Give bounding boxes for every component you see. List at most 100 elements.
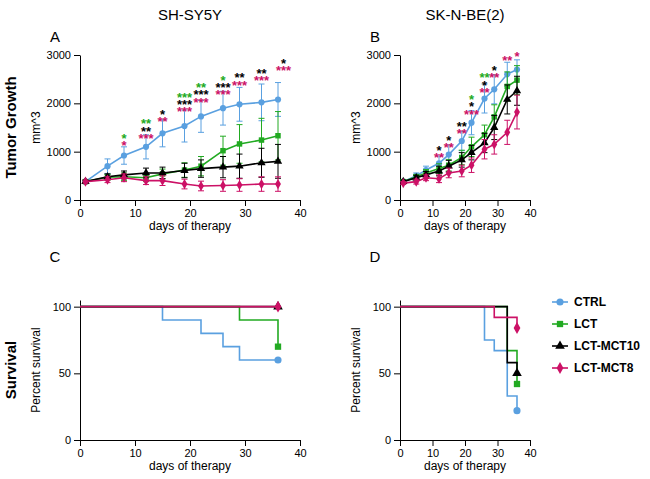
legend-symbol [556,298,563,305]
y-tick: 2000 [367,97,400,109]
marker [275,179,281,189]
x-axis: 010203040 [397,200,536,219]
error-bar [514,95,520,129]
y-tick-mark [74,103,80,104]
y-tick: 2000 [47,97,80,109]
legend-label: LCT-MCT10 [574,339,640,353]
significance: ** [457,126,468,141]
x-tick: 30 [239,440,251,459]
significance: * [514,49,520,64]
panel: 010203040050100CSurvivalPercent survival… [2,248,307,473]
panel-title: SH-SY5Y [158,6,222,23]
marker [104,163,110,169]
y-tick: 3000 [47,49,80,61]
x-tick-mark [135,440,136,446]
legend-item: LCT-MCT8 [552,361,634,375]
x-tick-label: 10 [427,447,439,459]
panel: 0102030400100020003000SK-N-BE(2)Bmm^3day… [349,6,537,233]
marker [158,168,166,175]
significance: *** [215,87,231,102]
marker [459,166,465,176]
y-tick-mark [74,373,80,374]
marker [236,101,242,107]
marker [491,139,497,149]
x-tick-label: 10 [427,207,439,219]
y-tick-mark [394,152,400,153]
x-axis-title: days of therapy [149,459,231,473]
error-bar [459,165,465,177]
marker [219,162,227,169]
y-tick-mark [394,307,400,308]
y-axis: 0 50 100 [373,301,401,447]
marker [143,176,149,186]
significance: *** [464,107,480,122]
series-line [400,307,517,328]
y-tick-label: 1000 [367,146,391,158]
significance: *** [193,95,209,110]
x-tick-mark [433,440,434,446]
y-tick: 50 [379,367,400,379]
panel-letter: B [370,28,380,45]
marker [182,179,188,189]
marker [423,173,429,183]
series-line [403,112,517,183]
series [400,307,520,334]
series-line [80,307,278,347]
marker [259,179,265,189]
y-tick-label: 3000 [367,49,391,61]
x-tick-label: 0 [77,207,83,219]
error-bar [469,158,475,173]
x-tick: 10 [427,440,439,459]
marker [180,166,188,173]
legend-symbol [557,362,564,374]
x-tick: 10 [427,200,439,219]
marker [235,161,243,168]
x-axis-title: days of therapy [424,219,506,233]
x-tick-label: 30 [492,447,504,459]
error-bar [446,168,452,178]
significance: * [121,138,127,153]
y-tick: 0 [385,434,400,446]
legend-label: LCT [574,317,598,331]
significance: *** [232,78,248,93]
marker [446,168,452,178]
y-axis-line [400,56,401,201]
significance: ** [479,85,490,100]
marker [121,173,127,183]
series-line [80,307,278,360]
error-bar [275,177,281,192]
x-tick-mark [498,440,499,446]
marker [220,180,226,190]
y-tick: 50 [59,367,80,379]
marker [275,96,281,102]
x-tick: 30 [492,440,504,459]
y-tick-mark [394,373,400,374]
y-tick: 0 [385,194,400,206]
x-axis: 010203040 [397,440,536,459]
x-tick-mark [400,440,401,446]
y-tick: 1000 [367,146,400,158]
significance: ** [157,114,168,129]
x-tick-label: 10 [129,447,141,459]
x-tick: 40 [524,440,536,459]
x-tick-label: 30 [239,207,251,219]
y-tick: 1000 [47,146,80,158]
x-tick: 40 [294,440,306,459]
legend-item: LCT [552,317,598,331]
x-tick: 0 [77,200,83,219]
error-bar [237,179,243,192]
series [400,95,520,188]
series [83,112,282,185]
y-tick: 100 [373,301,400,313]
marker [197,164,205,171]
marker [181,123,187,129]
marker [237,141,242,146]
x-tick-label: 40 [524,447,536,459]
marker [400,178,406,188]
y-tick-mark [74,440,80,441]
x-tick: 0 [397,200,403,219]
marker [160,176,166,186]
series-line [80,306,278,308]
y-tick: 0 [65,194,80,206]
y-tick-label: 50 [59,367,71,379]
